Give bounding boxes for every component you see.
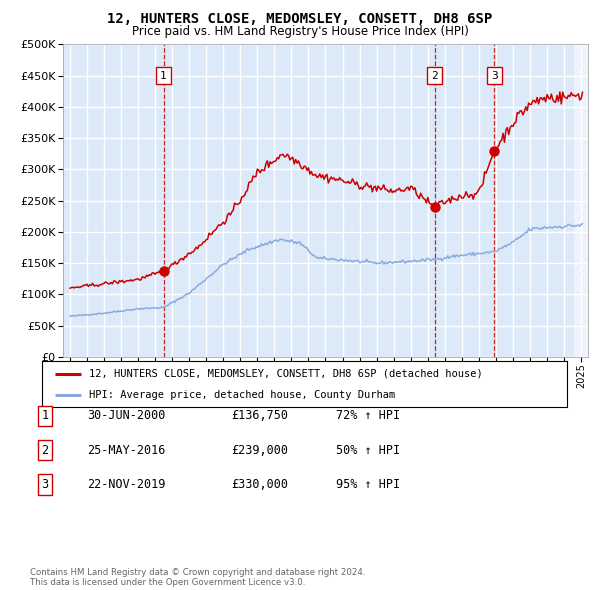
Bar	[574, 44, 596, 357]
Text: Price paid vs. HM Land Registry's House Price Index (HPI): Price paid vs. HM Land Registry's House …	[131, 25, 469, 38]
Text: 1: 1	[160, 71, 167, 80]
Text: £330,000: £330,000	[231, 478, 288, 491]
Text: 25-MAY-2016: 25-MAY-2016	[87, 444, 166, 457]
Text: 30-JUN-2000: 30-JUN-2000	[87, 409, 166, 422]
Text: This data is licensed under the Open Government Licence v3.0.: This data is licensed under the Open Gov…	[30, 578, 305, 587]
Text: 2: 2	[41, 444, 49, 457]
Text: 1: 1	[41, 409, 49, 422]
Text: 50% ↑ HPI: 50% ↑ HPI	[336, 444, 400, 457]
Text: 3: 3	[491, 71, 497, 80]
Text: 95% ↑ HPI: 95% ↑ HPI	[336, 478, 400, 491]
Text: 2: 2	[431, 71, 438, 80]
Text: HPI: Average price, detached house, County Durham: HPI: Average price, detached house, Coun…	[89, 389, 395, 399]
Text: £239,000: £239,000	[231, 444, 288, 457]
Text: 12, HUNTERS CLOSE, MEDOMSLEY, CONSETT, DH8 6SP: 12, HUNTERS CLOSE, MEDOMSLEY, CONSETT, D…	[107, 12, 493, 26]
Text: 3: 3	[41, 478, 49, 491]
Text: £136,750: £136,750	[231, 409, 288, 422]
Text: 22-NOV-2019: 22-NOV-2019	[87, 478, 166, 491]
Text: 12, HUNTERS CLOSE, MEDOMSLEY, CONSETT, DH8 6SP (detached house): 12, HUNTERS CLOSE, MEDOMSLEY, CONSETT, D…	[89, 369, 483, 379]
Text: 72% ↑ HPI: 72% ↑ HPI	[336, 409, 400, 422]
Text: Contains HM Land Registry data © Crown copyright and database right 2024.: Contains HM Land Registry data © Crown c…	[30, 568, 365, 577]
